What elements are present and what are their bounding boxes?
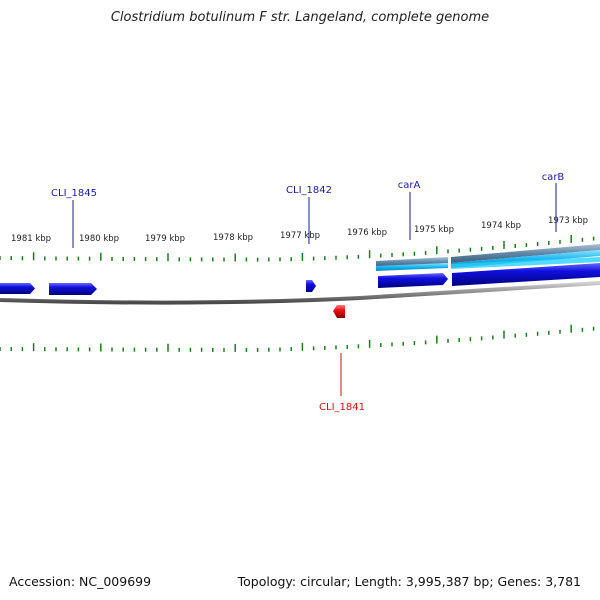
gene-label-cli-1842[interactable]: CLI_1842 <box>286 185 332 196</box>
scale-label: 1974 kbp <box>481 221 521 231</box>
scale-label: 1976 kbp <box>347 228 387 238</box>
outer-scale-ticks <box>0 234 595 262</box>
operon-gray-band <box>376 257 448 267</box>
gene-arrow-forward[interactable] <box>0 283 35 294</box>
gene-arrow-reverse[interactable] <box>333 305 345 318</box>
gene-label-cara[interactable]: carA <box>398 180 421 191</box>
scale-label: 1975 kbp <box>414 225 454 235</box>
accession-text: Accession: NC_009699 <box>9 574 152 589</box>
gene-label-cli-1845[interactable]: CLI_1845 <box>51 188 97 199</box>
scale-label: 1977 kbp <box>280 231 320 241</box>
gene-arrow-forward[interactable] <box>49 283 97 295</box>
scale-label: 1973 kbp <box>548 216 588 226</box>
inner-scale-ticks <box>0 324 595 352</box>
operon-track <box>376 244 600 271</box>
gene-label-lines <box>72 183 557 396</box>
genome-backbone <box>0 281 600 305</box>
map-title: Clostridium botulinum F str. Langeland, … <box>110 10 490 25</box>
gene-labels: CLI_1845 CLI_1842 carA carB CLI_1841 <box>51 172 564 413</box>
scale-label: 1981 kbp <box>11 234 51 244</box>
scale-label: 1980 kbp <box>79 234 119 244</box>
scale-labels: 1981 kbp 1980 kbp 1979 kbp 1978 kbp 1977… <box>11 216 588 244</box>
gene-label-carb[interactable]: carB <box>542 172 565 183</box>
gene-arrow-forward[interactable] <box>306 280 316 292</box>
scale-label: 1978 kbp <box>213 233 253 243</box>
forward-genes <box>0 263 600 295</box>
operon-cyan-band <box>451 257 600 269</box>
gene-label-cli-1841[interactable]: CLI_1841 <box>319 402 365 413</box>
operon-gray-band <box>451 244 600 263</box>
scale-label: 1979 kbp <box>145 234 185 244</box>
topology-text: Topology: circular; Length: 3,995,387 bp… <box>237 574 581 589</box>
operon-cyan-band <box>376 263 448 271</box>
gene-arrow-forward[interactable] <box>452 263 600 286</box>
gene-arrow-forward[interactable] <box>378 273 448 288</box>
